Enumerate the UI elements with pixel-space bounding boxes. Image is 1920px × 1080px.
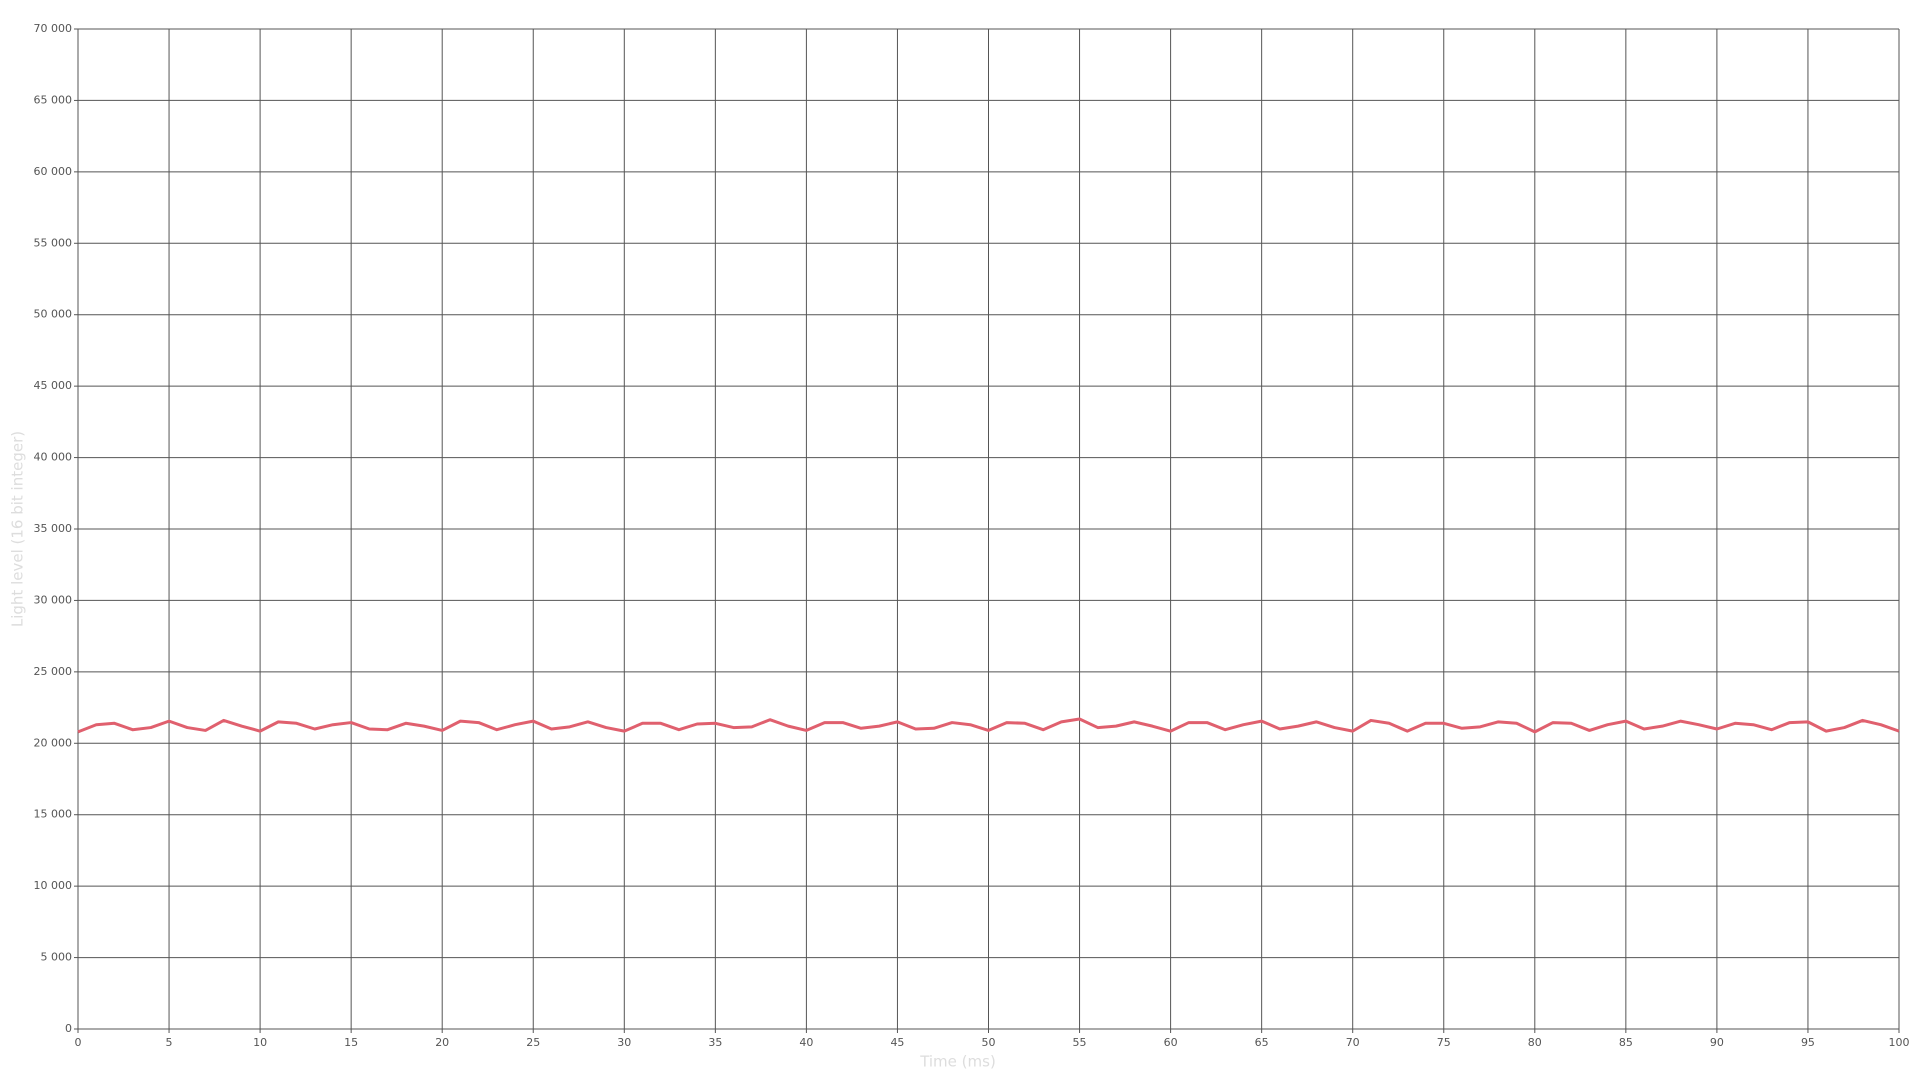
x-tick-label: 10 [253,1036,267,1049]
x-tick-label: 80 [1528,1036,1542,1049]
y-tick-label: 55 000 [34,236,73,249]
data-line [77,717,1900,734]
x-axis-title: Time (ms) [919,1053,996,1071]
x-tick-label: 90 [1710,1036,1724,1049]
y-tick-label: 45 000 [34,379,73,392]
y-tick-label: 50 000 [34,308,73,321]
y-tick-label: 20 000 [34,736,73,749]
y-tick-label: 0 [65,1022,72,1035]
x-tick-label: 40 [799,1036,813,1049]
x-tick-label: 30 [617,1036,631,1049]
y-tick-label: 65 000 [34,93,73,106]
x-tick-label: 85 [1619,1036,1633,1049]
x-tick-label: 25 [526,1036,540,1049]
x-tick-label: 95 [1801,1036,1815,1049]
x-tick-label: 45 [890,1036,904,1049]
y-tick-label: 10 000 [34,879,73,892]
x-tick-label: 55 [1073,1036,1087,1049]
x-tick-label: 0 [75,1036,82,1049]
y-tick-label: 60 000 [34,165,73,178]
x-tick-label: 20 [435,1036,449,1049]
y-tick-label: 5 000 [41,951,73,964]
x-tick-label: 60 [1164,1036,1178,1049]
y-axis-title: Light level (16 bit integer) [9,431,27,627]
x-tick-label: 100 [1889,1036,1910,1049]
x-tick-label: 15 [344,1036,358,1049]
y-tick-label: 70 000 [34,22,73,35]
x-tick-label: 70 [1346,1036,1360,1049]
y-tick-label: 25 000 [34,665,73,678]
x-tick-label: 5 [166,1036,173,1049]
y-tick-label: 40 000 [34,451,73,464]
x-tick-label: 50 [982,1036,996,1049]
x-tick-label: 75 [1437,1036,1451,1049]
y-tick-label: 15 000 [34,808,73,821]
x-tick-label: 65 [1255,1036,1269,1049]
y-tick-label: 35 000 [34,522,73,535]
y-tick-label: 30 000 [34,593,73,606]
x-tick-label: 35 [708,1036,722,1049]
